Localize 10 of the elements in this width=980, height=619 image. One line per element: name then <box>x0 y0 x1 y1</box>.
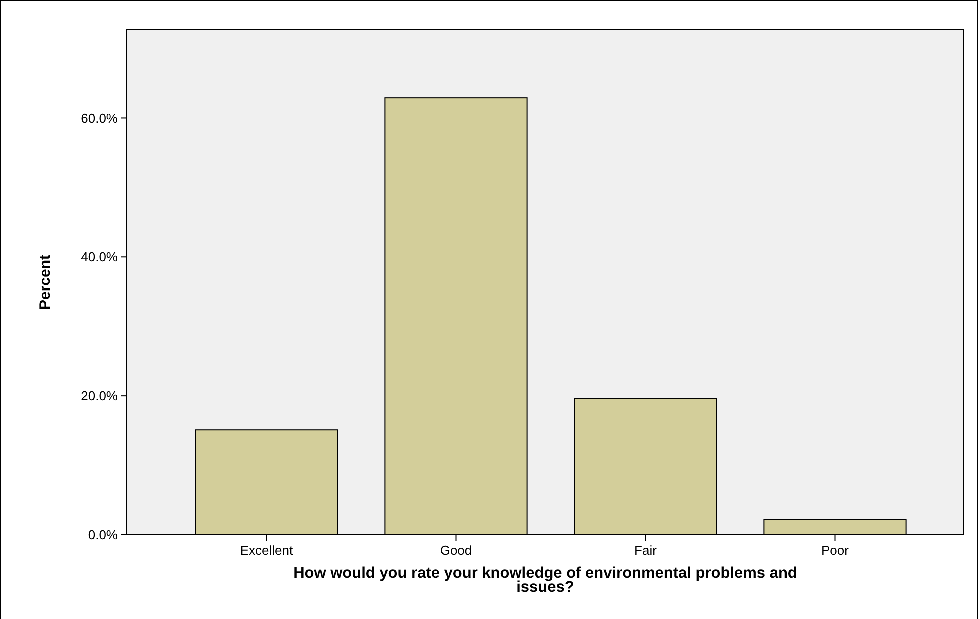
x-tick-label: Poor <box>822 543 850 558</box>
y-tick-label: 0.0% <box>88 528 118 543</box>
x-tick-label: Good <box>440 543 472 558</box>
y-axis-title: Percent <box>37 254 54 310</box>
x-axis-title: How would you rate your knowledge of environmental problems and issues? <box>294 565 798 596</box>
x-tick-label: Fair <box>634 543 658 558</box>
x-tick-label: Excellent <box>240 543 294 558</box>
y-tick-label: 60.0% <box>81 110 118 126</box>
y-tick-label: 20.0% <box>81 388 118 404</box>
y-tick-label: 40.0% <box>81 250 118 265</box>
